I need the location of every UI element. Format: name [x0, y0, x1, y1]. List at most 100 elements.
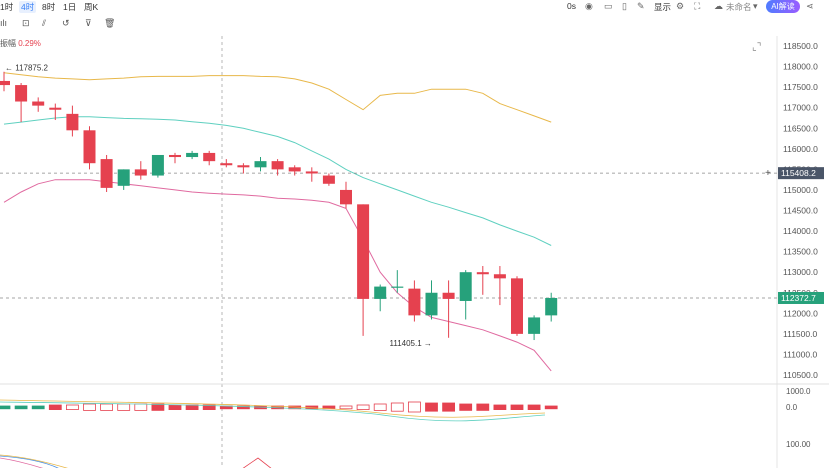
macd-histogram-bar: [373, 403, 387, 411]
macd-histogram-bar: [493, 404, 507, 410]
chevron-down-icon[interactable]: ▾: [753, 1, 758, 11]
macd-histogram-bar: [134, 403, 148, 411]
y-axis-tick-label: 111500.0: [783, 329, 817, 339]
amplitude-value: 0.29%: [18, 39, 41, 48]
candle-body: [357, 204, 370, 299]
candle-body: [134, 169, 147, 176]
macd-histogram-bar: [236, 405, 250, 410]
macd-histogram-bar: [168, 404, 182, 410]
timeframe-1h[interactable]: 1时: [0, 2, 14, 12]
timeframe-8h[interactable]: 8时: [42, 2, 56, 12]
macd-histogram-bar: [48, 404, 62, 410]
filter-icon[interactable]: ⊽: [85, 18, 92, 28]
draw-icon[interactable]: ↺: [62, 18, 70, 28]
macd-histogram-bar: [476, 403, 490, 411]
candle-body: [288, 167, 301, 172]
macd-axis-tick: 0.0: [786, 403, 798, 412]
y-axis-tick-label: 117000.0: [783, 103, 818, 113]
top-toolbar: 1时 4时 8时 1日 周K 0s ◉ ▭ ▯ ✎ 显示 ⚙ ⛶ ☁ 未命名 ▾…: [0, 0, 829, 14]
cloud-icon[interactable]: ☁: [714, 1, 723, 11]
compare-icon[interactable]: ⊡: [22, 18, 30, 28]
candle-body: [220, 163, 233, 166]
y-axis-tick-label: 115000.0: [783, 185, 818, 195]
candle-body: [545, 297, 558, 316]
candle-type-icon[interactable]: ılı: [0, 18, 8, 28]
zoom-icon[interactable]: ⌞⌝: [752, 42, 761, 53]
camera-icon[interactable]: ◉: [585, 1, 593, 11]
settings-icon[interactable]: ⚙: [676, 1, 685, 11]
candle-body: [49, 107, 62, 110]
candle-body: [305, 171, 318, 174]
display-button[interactable]: 显示: [654, 2, 672, 12]
y-axis-tick-label: 113000.0: [783, 267, 818, 277]
y-axis-tick-label: 116500.0: [783, 123, 818, 133]
lower-indicator-line: [0, 455, 59, 468]
macd-histogram-bar: [14, 405, 28, 410]
zero-s-label[interactable]: 0s: [567, 1, 576, 11]
candle-body: [254, 161, 267, 168]
candle-body: [442, 292, 455, 299]
y-axis-tick-label: 113500.0: [783, 247, 818, 257]
candle-body: [374, 286, 387, 299]
candle-body: [169, 154, 181, 158]
macd-histogram-bar: [151, 403, 165, 411]
y-axis-tick-label: 110500.0: [783, 370, 818, 380]
ai-interpret-button[interactable]: AI解读: [766, 0, 800, 13]
lower-indicator-line: [242, 457, 272, 468]
macd-histogram-bar: [459, 403, 473, 411]
candle-body: [476, 272, 489, 275]
low-annotation: 111405.1 →: [390, 339, 432, 348]
y-axis-tick-label: 117500.0: [783, 82, 818, 92]
y-axis-tick-label: 114500.0: [783, 206, 818, 216]
macd-histogram-bar: [117, 403, 131, 411]
candle-body: [117, 169, 130, 186]
unnamed-layout[interactable]: 未命名: [726, 2, 752, 12]
macd-signal-line: [0, 399, 546, 418]
indicator-icon[interactable]: ⫽: [42, 18, 47, 28]
high-annotation: ← 117875.2: [5, 64, 49, 73]
candle-body: [15, 85, 28, 102]
candle-body: [100, 159, 113, 188]
lower-indicator-line: [0, 454, 68, 468]
candle-body: [151, 154, 164, 176]
draw-icon[interactable]: ✎: [637, 1, 645, 11]
macd-histogram-bar: [339, 405, 353, 410]
middle-band-line: [3, 116, 552, 246]
candle-body: [0, 80, 10, 86]
price-label-bg: [778, 167, 824, 180]
share-icon[interactable]: ⋖: [806, 1, 814, 11]
macd-line: [0, 401, 546, 422]
upper-band-line: [3, 72, 552, 123]
candle-body: [66, 113, 79, 131]
sticky-note-icon[interactable]: ▯: [622, 1, 627, 11]
macd-histogram-bar: [0, 405, 11, 410]
candle-body: [340, 189, 352, 205]
macd-histogram-bar: [31, 405, 45, 410]
candle-body: [271, 161, 284, 170]
candle-body: [322, 175, 335, 184]
macd-histogram-bar: [66, 404, 79, 410]
timeframe-1d[interactable]: 1日: [63, 2, 77, 12]
y-axis-tick-label: 112000.0: [783, 308, 818, 318]
expand-icon[interactable]: ⛶: [694, 1, 701, 11]
macd-axis-tick: 1000.0: [786, 387, 811, 396]
indicator-toolbar: ılı ⊡ ⫽ ↺ ⊽ 🗑: [0, 18, 200, 32]
y-axis-tick-label: 118000.0: [783, 62, 818, 72]
price-label-bg: [778, 291, 824, 304]
macd-histogram-bar: [510, 404, 524, 410]
timeframe-4h[interactable]: 4时: [19, 1, 37, 13]
candle-body: [32, 101, 45, 106]
macd-histogram-bar: [185, 404, 199, 410]
timeframe-1w[interactable]: 周K: [84, 2, 99, 12]
candle-body: [186, 152, 199, 158]
delete-icon[interactable]: 🗑: [104, 18, 116, 28]
candle-body: [528, 317, 541, 334]
price-label: 112372.7: [781, 293, 816, 303]
fullscreen-frame-icon[interactable]: ▭: [604, 1, 613, 11]
price-chart[interactable]: 118500.0 118000.0 117500.0 117000.0 116500.0…: [0, 36, 829, 468]
y-axis-tick-label: 114000.0: [783, 226, 818, 236]
candle-body: [391, 286, 404, 288]
macd-histogram-bar: [544, 405, 558, 410]
add-alert-icon[interactable]: +: [765, 168, 771, 179]
lower-band-line: [3, 179, 552, 372]
